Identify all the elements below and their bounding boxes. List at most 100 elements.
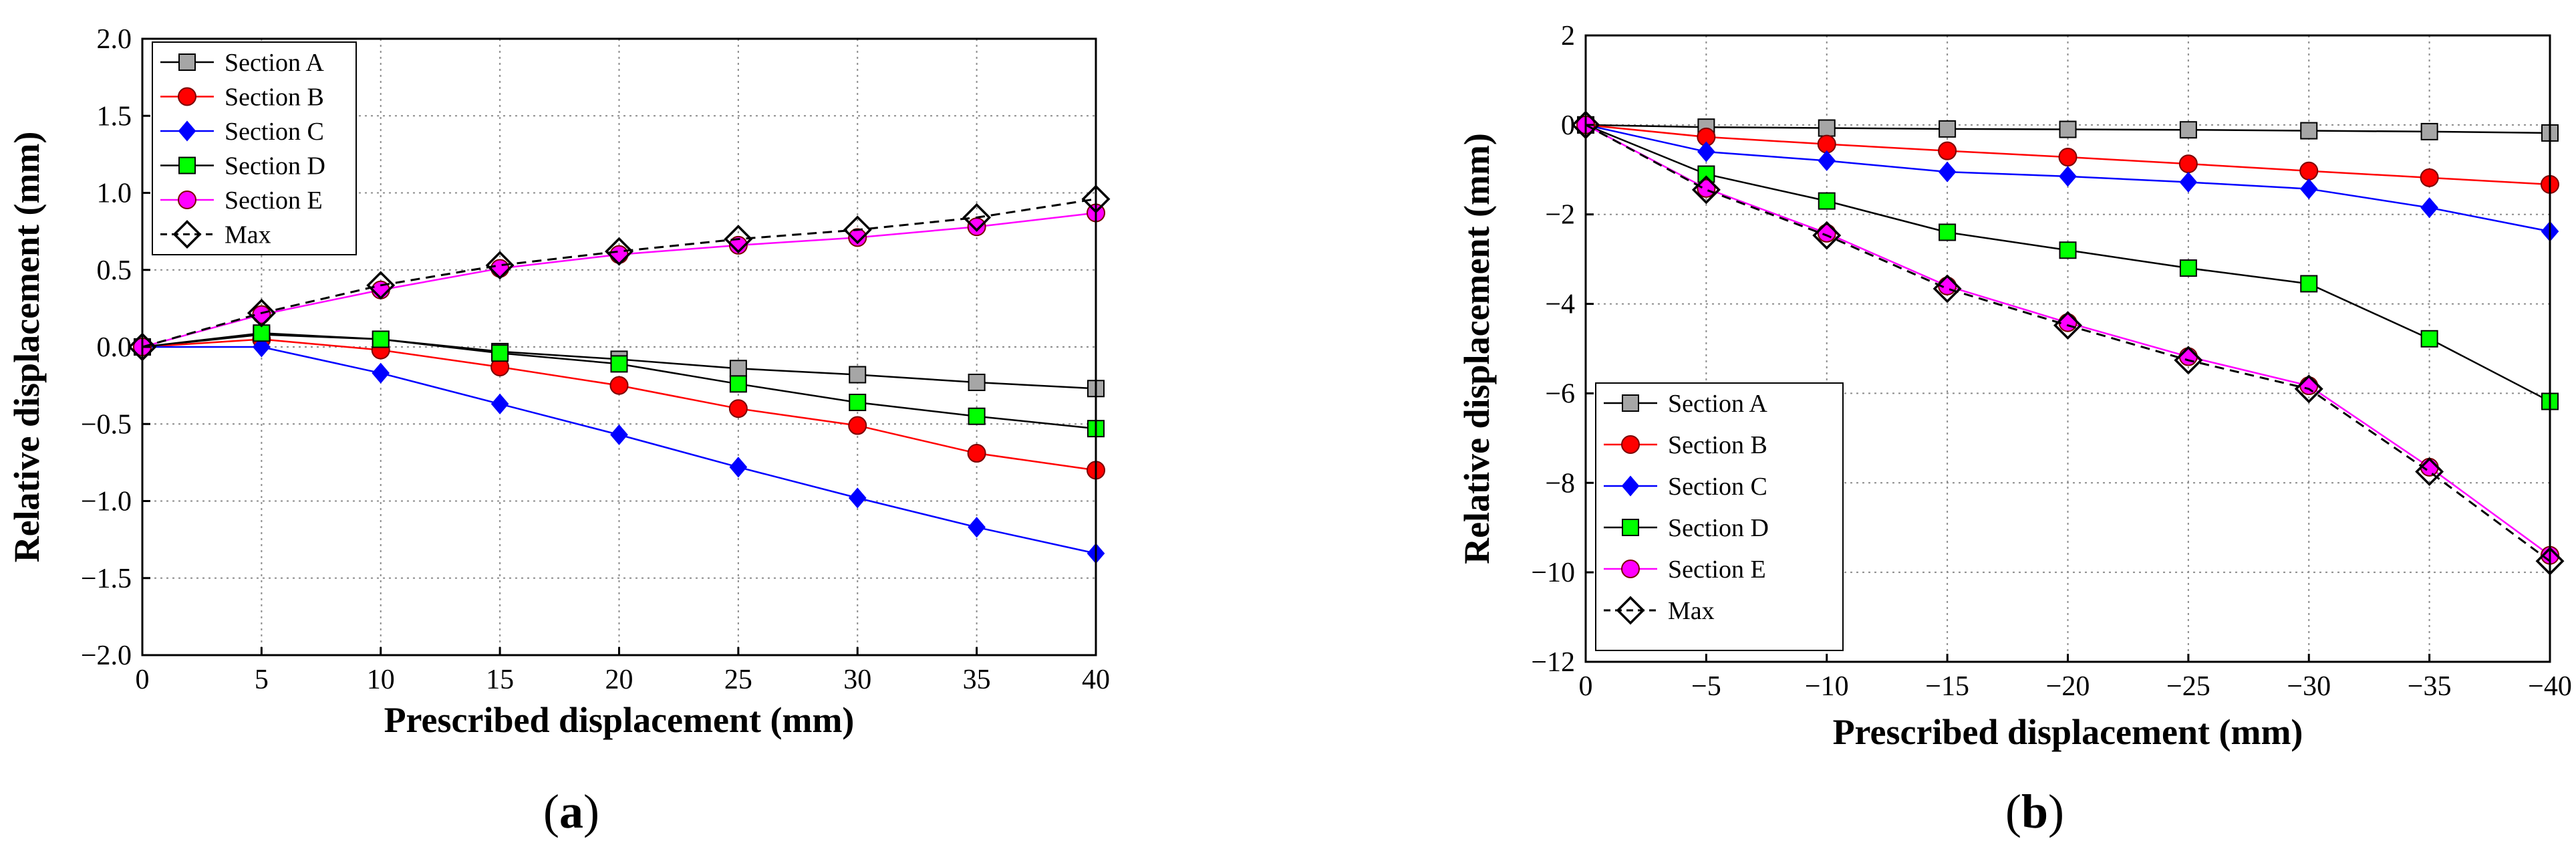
x-tick-label: 40 bbox=[1082, 664, 1110, 695]
x-tick-label: −40 bbox=[2528, 671, 2572, 702]
legend-marker bbox=[1621, 435, 1640, 454]
data-point bbox=[843, 215, 872, 245]
series-section-d bbox=[134, 324, 1105, 438]
figure-caption: (b) bbox=[2005, 785, 2064, 838]
legend-marker bbox=[1616, 596, 1645, 625]
data-point bbox=[968, 517, 986, 538]
legend-marker bbox=[1622, 394, 1639, 412]
y-tick-label: −1.0 bbox=[81, 487, 132, 517]
data-point bbox=[1818, 192, 1836, 210]
data-point bbox=[1697, 141, 1715, 162]
legend-box bbox=[152, 41, 357, 255]
legend: Section A Section B Section C Section D Sect… bbox=[152, 41, 357, 255]
legend-marker bbox=[178, 156, 196, 174]
data-point bbox=[2299, 161, 2319, 180]
y-tick-label: −8 bbox=[1545, 468, 1575, 499]
data-point bbox=[2179, 171, 2198, 193]
series-section-b bbox=[1576, 115, 2559, 194]
x-tick-label: 30 bbox=[843, 664, 871, 695]
data-point bbox=[968, 374, 986, 392]
data-point bbox=[2053, 311, 2082, 340]
legend-label: Max bbox=[1668, 597, 1715, 625]
data-point bbox=[2059, 166, 2077, 187]
x-tick-label: −25 bbox=[2166, 671, 2210, 702]
x-tick-label: 0 bbox=[1579, 671, 1593, 702]
data-point bbox=[729, 360, 747, 378]
data-point bbox=[2174, 346, 2203, 375]
x-tick-label: −5 bbox=[1691, 671, 1721, 702]
data-point bbox=[2059, 120, 2077, 138]
x-axis-title: Prescribed displacement (mm) bbox=[1833, 712, 2303, 752]
data-point bbox=[2299, 178, 2318, 200]
data-point bbox=[2300, 275, 2318, 293]
caption-letter: b bbox=[2021, 785, 2048, 838]
data-point bbox=[968, 407, 986, 425]
data-point bbox=[1697, 165, 1715, 183]
data-point bbox=[849, 366, 867, 384]
series-line bbox=[142, 198, 1097, 348]
series-section-c bbox=[1576, 114, 2559, 242]
caption-paren-open: ( bbox=[543, 785, 559, 838]
legend-marker bbox=[172, 220, 202, 249]
data-point bbox=[962, 203, 992, 232]
legend-marker bbox=[178, 53, 196, 71]
y-tick-label: −10 bbox=[1531, 558, 1575, 588]
x-axis-title: Prescribed displacement (mm) bbox=[384, 700, 855, 740]
x-tick-label: −20 bbox=[2046, 671, 2090, 702]
legend-label: Section C bbox=[1668, 473, 1767, 501]
legend-label: Section B bbox=[1668, 431, 1767, 459]
data-point bbox=[1933, 274, 1962, 303]
data-point bbox=[1939, 120, 1957, 138]
x-tick-label: −15 bbox=[1925, 671, 1969, 702]
data-point bbox=[1812, 221, 1842, 250]
x-tick-label: 25 bbox=[724, 664, 752, 695]
legend-marker bbox=[178, 87, 196, 106]
data-point bbox=[1938, 141, 1957, 160]
data-point bbox=[253, 336, 271, 358]
series-max bbox=[128, 185, 1111, 362]
data-point bbox=[2420, 330, 2438, 348]
data-point bbox=[2420, 197, 2438, 219]
y-tick-label: 0 bbox=[1561, 110, 1575, 141]
caption-letter: a bbox=[559, 785, 583, 838]
x-tick-label: −30 bbox=[2287, 671, 2331, 702]
caption-paren-close: ) bbox=[583, 785, 599, 838]
data-point bbox=[967, 217, 986, 237]
data-point bbox=[1817, 223, 1836, 243]
y-axis-title: Relative displacement (mm) bbox=[1457, 133, 1497, 564]
y-tick-label: 2.0 bbox=[97, 24, 132, 55]
legend-marker bbox=[178, 191, 196, 209]
legend-label: Max bbox=[225, 221, 271, 249]
data-point bbox=[1817, 134, 1836, 154]
y-tick-label: 0.5 bbox=[97, 255, 132, 286]
data-point bbox=[490, 393, 509, 414]
legend: Section A Section B Section C Section D Sect… bbox=[1595, 382, 1844, 651]
data-point bbox=[609, 376, 629, 395]
data-point bbox=[610, 424, 628, 445]
data-point bbox=[967, 444, 986, 463]
y-tick-label: −1.5 bbox=[81, 564, 132, 594]
data-point bbox=[728, 399, 748, 418]
data-point bbox=[2178, 347, 2198, 366]
data-point bbox=[729, 457, 748, 478]
series-line bbox=[1585, 124, 2551, 562]
legend-label: Section A bbox=[225, 49, 324, 77]
data-point bbox=[2300, 122, 2318, 140]
data-point bbox=[366, 271, 396, 300]
data-point bbox=[372, 330, 390, 348]
data-point bbox=[2420, 168, 2439, 187]
data-point bbox=[729, 375, 747, 393]
data-point bbox=[609, 245, 629, 264]
legend-box bbox=[1595, 382, 1844, 651]
data-point bbox=[1691, 175, 1721, 205]
x-tick-label: 35 bbox=[963, 664, 991, 695]
x-tick-label: 5 bbox=[255, 664, 269, 695]
chart-a: 0 5 10 15 20 25 30 35 40 −2.0 −1.5 −1.0 −0.5 0.0 0.5 1.… bbox=[7, 24, 1111, 838]
y-tick-label: 1.0 bbox=[97, 178, 132, 209]
data-point bbox=[2178, 154, 2198, 174]
data-point bbox=[849, 393, 867, 411]
data-point bbox=[848, 487, 867, 509]
data-point bbox=[610, 355, 628, 373]
y-tick-label: −2 bbox=[1545, 200, 1575, 231]
y-tick-label: −12 bbox=[1531, 647, 1575, 678]
